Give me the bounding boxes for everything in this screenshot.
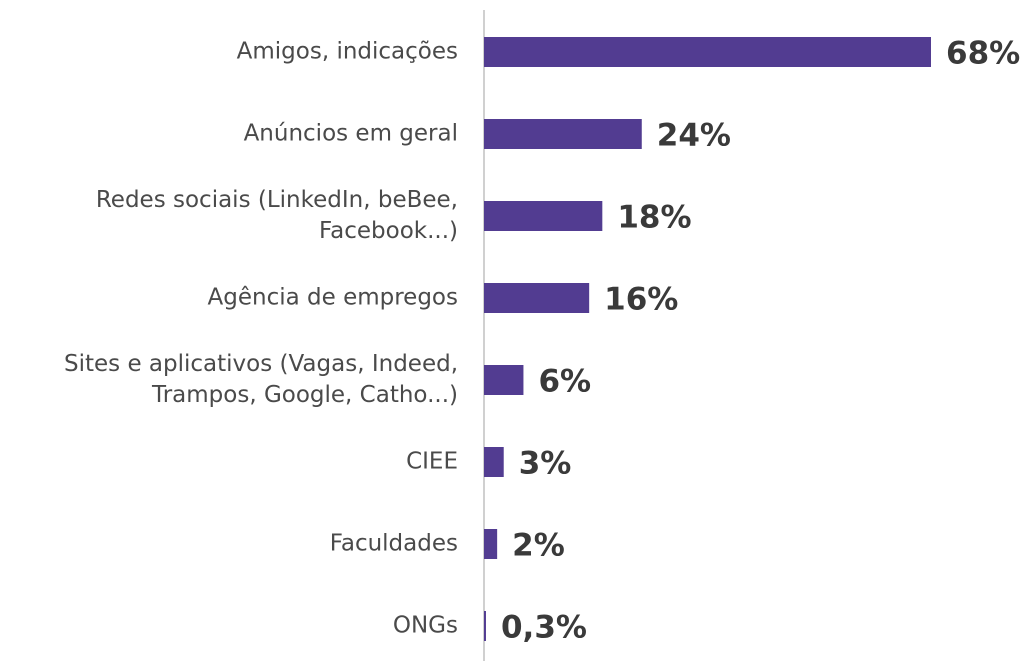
category-label: Redes sociais (LinkedIn, beBee, Facebook… — [95, 187, 458, 244]
value-label: 6% — [538, 364, 591, 400]
bar — [484, 283, 590, 313]
bar — [484, 529, 498, 559]
bar — [484, 201, 603, 231]
value-label: 2% — [512, 528, 565, 564]
value-label: 24% — [657, 118, 731, 154]
bar — [484, 611, 486, 641]
category-label: Amigos, indicações — [236, 38, 458, 65]
value-label: 68% — [946, 36, 1020, 72]
category-label: Agência de empregos — [207, 284, 458, 311]
category-label: Anúncios em geral — [243, 120, 458, 147]
category-label: Sites e aplicativos (Vagas, Indeed, Tram… — [64, 351, 458, 408]
category-label: CIEE — [406, 448, 458, 475]
bar — [484, 365, 524, 395]
value-label: 16% — [604, 282, 678, 318]
value-label: 3% — [519, 446, 572, 482]
bar — [484, 447, 504, 477]
value-label: 0,3% — [501, 610, 587, 646]
bar — [484, 119, 642, 149]
bar — [484, 37, 931, 67]
category-label: ONGs — [392, 612, 458, 639]
value-label: 18% — [617, 200, 691, 236]
category-label: Faculdades — [329, 530, 458, 557]
